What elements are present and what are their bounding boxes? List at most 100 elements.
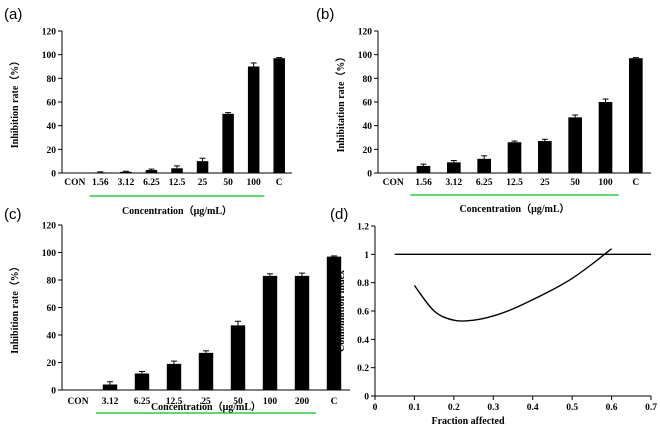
x-axis-label-1: Concentration（μg/mL） (459, 202, 569, 215)
y-tick-label-1-2: 40 (363, 122, 373, 132)
y-tick-label-1-0: 0 (367, 170, 372, 180)
bar-0-6 (222, 113, 234, 173)
y-tick-label-3-6: 1.2 (357, 223, 369, 233)
y-tick-label-0-5: 100 (42, 51, 57, 61)
bar-2-2 (134, 373, 150, 390)
bar-2-1 (102, 384, 118, 390)
y-tick-label-0-0: 0 (51, 170, 56, 180)
y-tick-label-0-2: 40 (47, 122, 57, 132)
y-axis-label-1: Inhibitation rate（%） (334, 52, 347, 153)
y-tick-label-3-2: 0.4 (357, 336, 369, 346)
y-tick-label-2-6: 120 (42, 222, 57, 232)
x-tick-label-1-1: 1.56 (415, 178, 432, 188)
x-tick-label-2-7: 200 (295, 397, 310, 407)
bar-1-4 (507, 142, 522, 173)
y-tick-label-2-1: 20 (47, 359, 57, 369)
x-tick-label-0-6: 50 (223, 178, 233, 188)
x-tick-label-1-5: 25 (540, 178, 550, 188)
x-tick-label-1-6: 50 (570, 178, 580, 188)
x-tick-label-0-3: 6.25 (143, 178, 160, 188)
y-tick-label-1-5: 100 (358, 51, 373, 61)
x-tick-label-2-0: CON (67, 397, 88, 407)
bar-0-2 (120, 171, 132, 173)
y-tick-label-0-3: 60 (47, 99, 57, 109)
bar-0-8 (273, 58, 285, 173)
x-tick-label-3-6: 0.6 (606, 403, 618, 413)
bar-2-6 (262, 275, 278, 390)
x-tick-label-3-1: 0.1 (408, 403, 420, 413)
x-tick-label-1-0: CON (383, 178, 404, 188)
x-tick-label-2-8: C (331, 397, 338, 407)
x-tick-label-2-1: 3.12 (102, 397, 119, 407)
x-tick-label-0-4: 12.5 (169, 178, 186, 188)
bar-2-3 (166, 363, 182, 390)
bar-1-8 (629, 58, 643, 173)
bar-2-7 (294, 275, 310, 390)
x-tick-label-0-8: C (276, 178, 283, 188)
y-tick-label-2-4: 80 (47, 277, 57, 287)
x-tick-label-3-7: 0.7 (645, 403, 657, 413)
x-tick-label-3-3: 0.3 (487, 403, 499, 413)
x-tick-label-0-2: 3.12 (118, 178, 135, 188)
x-axis-label-3: Fraction affected (431, 416, 504, 427)
x-tick-label-3-4: 0.4 (527, 403, 539, 413)
y-tick-label-3-4: 0.8 (357, 279, 369, 289)
bar-2-8 (326, 256, 342, 390)
y-tick-label-0-1: 20 (47, 146, 57, 156)
y-tick-label-1-4: 80 (363, 75, 373, 85)
bar-1-2 (447, 162, 461, 173)
bar-1-6 (568, 117, 582, 173)
x-tick-label-2-3: 12.5 (166, 397, 183, 407)
bar-0-1 (94, 172, 107, 173)
x-tick-label-3-5: 0.5 (566, 403, 578, 413)
bar-2-5 (230, 325, 246, 390)
x-tick-label-0-7: 100 (247, 178, 262, 188)
y-tick-label-3-3: 0.6 (357, 308, 369, 318)
panel-label-2: (c) (4, 206, 22, 223)
y-tick-label-1-3: 60 (363, 99, 373, 109)
x-tick-label-2-2: 6.25 (134, 397, 151, 407)
bar-0-3 (145, 170, 158, 173)
panel-label-1: (b) (316, 6, 334, 23)
y-tick-label-3-0: 0 (364, 393, 369, 403)
x-tick-label-1-7: 100 (598, 178, 613, 188)
bar-2-4 (198, 352, 214, 390)
x-tick-label-3-2: 0.2 (448, 403, 460, 413)
y-tick-label-2-3: 60 (47, 304, 57, 314)
panel-label-0: (a) (4, 6, 22, 23)
x-tick-label-1-4: 12.5 (506, 178, 523, 188)
y-axis-label-3: Combination index (336, 270, 347, 352)
x-tick-label-0-1: 1.56 (92, 178, 109, 188)
x-tick-label-3-0: 0 (373, 403, 378, 413)
y-tick-label-2-2: 40 (47, 332, 57, 342)
y-tick-label-1-6: 120 (358, 28, 373, 38)
y-axis-label-2: Inhibition rate（%） (8, 261, 21, 354)
y-tick-label-3-5: 1 (364, 251, 369, 261)
x-axis-label-0: Concentration（μg/mL） (122, 204, 232, 217)
bar-1-1 (416, 165, 431, 173)
x-axis-label-2: Concentration（μg/mL） (151, 400, 261, 413)
bar-0-4 (171, 168, 183, 173)
x-tick-label-2-5: 50 (233, 397, 243, 407)
y-tick-label-2-5: 100 (42, 249, 57, 259)
bar-0-5 (196, 161, 209, 173)
bar-1-5 (538, 141, 552, 173)
y-tick-label-3-1: 0.2 (357, 364, 369, 374)
bar-1-7 (598, 102, 613, 173)
x-tick-label-1-8: C (632, 178, 639, 188)
y-tick-label-1-1: 20 (363, 146, 373, 156)
x-tick-label-0-5: 25 (198, 178, 208, 188)
x-tick-label-2-4: 25 (201, 397, 211, 407)
y-tick-label-0-6: 120 (42, 28, 57, 38)
bar-1-3 (477, 158, 491, 173)
x-tick-label-1-2: 3.12 (446, 178, 463, 188)
x-tick-label-1-3: 6.25 (476, 178, 493, 188)
panel-label-3: (d) (330, 206, 348, 223)
y-tick-label-0-4: 80 (47, 75, 57, 85)
y-tick-label-2-0: 0 (51, 387, 56, 397)
x-tick-label-0-0: CON (64, 178, 85, 188)
x-tick-label-2-6: 100 (263, 397, 278, 407)
y-axis-label-0: Inhibition rate（%） (8, 56, 21, 149)
ci-curve (413, 248, 613, 322)
